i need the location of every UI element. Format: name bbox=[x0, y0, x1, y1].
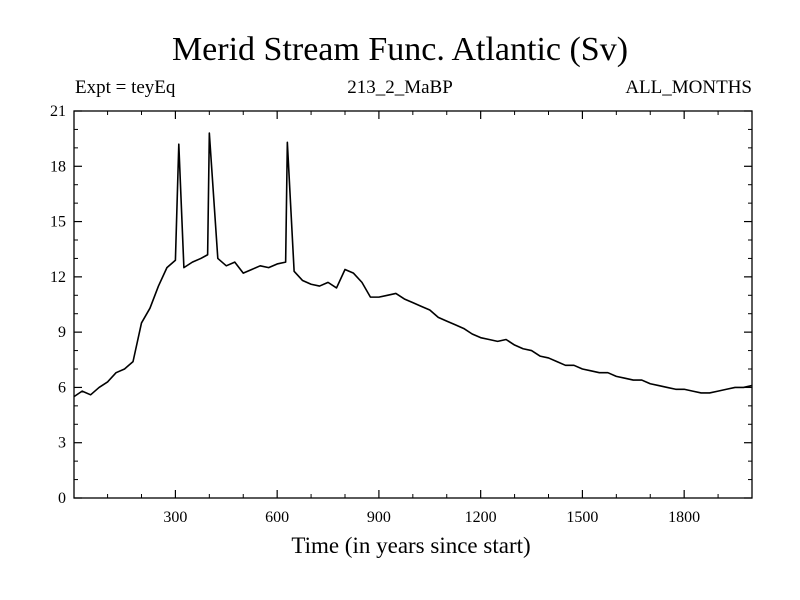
y-tick-label: 6 bbox=[58, 379, 66, 396]
experiment-label: Expt = teyEq bbox=[75, 77, 176, 98]
x-tick-label: 1200 bbox=[465, 509, 497, 526]
y-tick-label: 18 bbox=[50, 158, 66, 175]
y-tick-label: 12 bbox=[50, 269, 66, 286]
y-tick-label: 9 bbox=[58, 324, 66, 341]
months-label: ALL_MONTHS bbox=[625, 77, 752, 98]
y-tick-label: 21 bbox=[50, 103, 66, 120]
run-id-label: 213_2_MaBP bbox=[347, 77, 453, 98]
x-tick-label: 900 bbox=[367, 509, 391, 526]
y-tick-label: 0 bbox=[58, 490, 66, 507]
x-tick-label: 300 bbox=[163, 509, 187, 526]
series-line-0 bbox=[73, 132, 753, 398]
chart-title: Merid Stream Func. Atlantic (Sv) bbox=[171, 31, 629, 68]
y-tick-label: 3 bbox=[58, 435, 66, 452]
y-tick-label: 15 bbox=[50, 214, 66, 231]
x-axis-label: Time (in years since start) bbox=[291, 533, 530, 558]
x-tick-label: 1500 bbox=[566, 509, 598, 526]
x-tick-label: 600 bbox=[265, 509, 289, 526]
x-tick-label: 1800 bbox=[668, 509, 700, 526]
plot-frame bbox=[73, 110, 753, 499]
